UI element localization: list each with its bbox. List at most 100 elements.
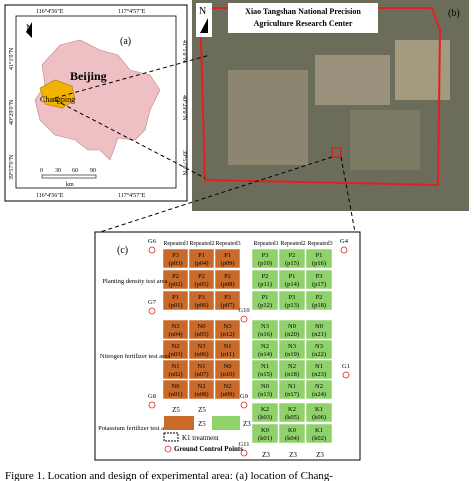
plot — [278, 248, 306, 269]
scale: 30 — [55, 168, 61, 174]
legend-label: Z5 — [198, 420, 206, 428]
title-box — [228, 3, 378, 33]
plot-code: N0 — [315, 323, 323, 330]
plot-id: (p16) — [312, 260, 326, 267]
gcp-icon — [148, 307, 156, 315]
plot-id: (p03) — [168, 260, 182, 267]
panel-label: (b) — [448, 8, 460, 19]
caption: Figure 1. Location and design of experim… — [5, 470, 333, 481]
plot-code: N3 — [261, 323, 269, 330]
plot — [188, 319, 215, 340]
plot-code: P2 — [316, 294, 323, 301]
plot-code: K1 — [315, 406, 323, 413]
gcp-icon — [240, 449, 248, 457]
plot-code: K2 — [288, 406, 296, 413]
gcp-icon — [342, 371, 350, 379]
plot-code: N1 — [172, 363, 180, 370]
plot-code: N1 — [315, 363, 323, 370]
plot-code: P2 — [224, 273, 231, 280]
plot-id: (p01) — [168, 302, 182, 309]
plot-id: (p11) — [258, 281, 272, 288]
zone-label: Z5 — [198, 406, 206, 414]
connector — [99, 156, 333, 233]
lat: 39°57'0"N — [8, 154, 15, 180]
plot-id: (p06) — [194, 302, 208, 309]
gcp-label: G9 — [240, 393, 248, 400]
plot — [188, 248, 215, 269]
lon: 116°4'56"E — [36, 192, 64, 199]
gcp-label: G4 — [340, 238, 349, 245]
plot-id: (p04) — [194, 260, 208, 267]
legend-swatch — [163, 432, 179, 442]
plot — [214, 359, 241, 380]
gcp-label: G6 — [148, 238, 157, 245]
gcp-label: G1 — [342, 363, 350, 370]
plot-code: K1 — [315, 427, 323, 434]
plot — [251, 290, 279, 311]
plot — [305, 402, 333, 423]
plot — [278, 339, 306, 360]
plot-id: (p12) — [258, 302, 272, 309]
plot-id: (n02) — [168, 371, 182, 378]
plot-id: (n01) — [168, 391, 182, 398]
plot-code: N2 — [315, 383, 323, 390]
plot-code: P2 — [198, 273, 205, 280]
plot-id: (p07) — [220, 302, 234, 309]
plot — [278, 290, 306, 311]
field — [395, 40, 450, 100]
zone-label: Z3 — [316, 451, 324, 459]
plot-code: P2 — [289, 252, 296, 259]
plot-code: P1 — [172, 294, 179, 301]
plot — [305, 269, 333, 290]
plot-id: (n16) — [258, 331, 272, 338]
connector — [54, 99, 206, 179]
plot — [214, 269, 241, 290]
plot-id: (n07) — [194, 371, 208, 378]
plot-code: P1 — [316, 252, 323, 259]
plot-code: N0 — [224, 363, 232, 370]
lat: 40°29'0"N — [181, 95, 188, 121]
plot-code: P1 — [198, 252, 205, 259]
gcp-label: G7 — [148, 299, 157, 306]
plot-code: P3 — [198, 294, 205, 301]
plot — [188, 269, 215, 290]
north-arrow — [200, 18, 208, 33]
repeat-label: Repeated2 — [189, 241, 214, 247]
plot-id: (n03) — [168, 351, 182, 358]
plot-code: P3 — [172, 252, 179, 259]
plot — [278, 402, 306, 423]
plot-id: (p10) — [258, 260, 272, 267]
zone-label: Z3 — [262, 451, 270, 459]
plot-code: N2 — [261, 343, 269, 350]
site-box — [331, 147, 342, 158]
plot — [162, 379, 189, 400]
plot-code: N0 — [172, 383, 180, 390]
legend-swatch — [164, 416, 194, 430]
plot-code: P2 — [172, 273, 179, 280]
plot — [251, 339, 279, 360]
gcp-label: G8 — [148, 393, 156, 400]
plot-id: (n10) — [220, 371, 234, 378]
legend-icon — [164, 445, 172, 453]
plot — [278, 359, 306, 380]
plot-id: (n06) — [194, 351, 208, 358]
panel-a-inner — [15, 15, 177, 189]
plot — [251, 269, 279, 290]
plot — [162, 339, 189, 360]
plot-code: P1 — [289, 273, 296, 280]
plot-id: (n23) — [312, 371, 326, 378]
gcp-icon — [240, 401, 248, 409]
plot — [188, 290, 215, 311]
plot — [251, 402, 279, 423]
field — [315, 55, 390, 105]
plot-id: (n14) — [258, 351, 272, 358]
plot-id: (n11) — [221, 351, 235, 358]
plot — [214, 319, 241, 340]
plot-id: (p08) — [220, 281, 234, 288]
gcp-icon — [148, 401, 156, 409]
plot — [251, 248, 279, 269]
plot-code: N0 — [288, 323, 296, 330]
panel-label: (c) — [117, 245, 128, 256]
center-title: Agriculture Research Center — [254, 19, 353, 28]
plot-code: N3 — [315, 343, 323, 350]
